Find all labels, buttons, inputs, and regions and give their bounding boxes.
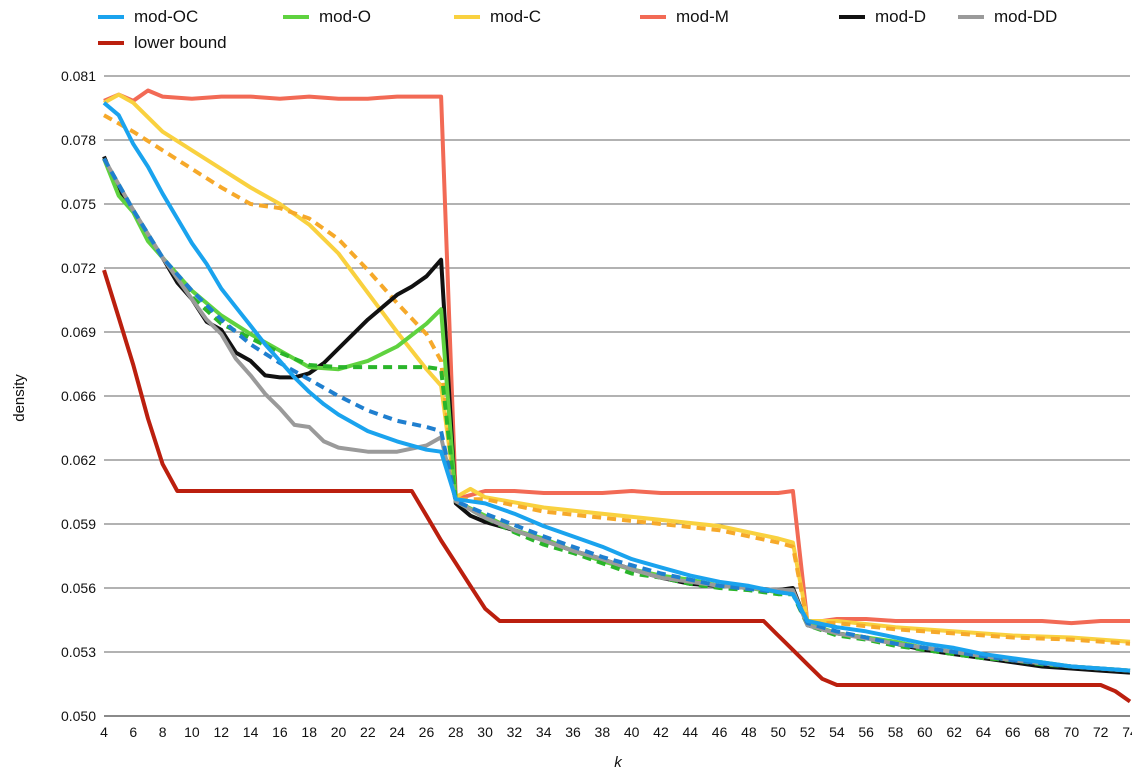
y-tick-labels: 0.050 0.053 0.056 0.059 0.062 0.066 0.069 0.072… [61, 68, 96, 724]
x-tick-label: 48 [741, 724, 757, 740]
y-tick-label: 0.078 [61, 132, 96, 148]
legend-label: mod-OC [134, 7, 199, 26]
gridlines [104, 75, 1130, 717]
series-line [102, 101, 1131, 673]
x-tick-label: 36 [565, 724, 581, 740]
x-axis-label: k [614, 754, 623, 771]
legend-item-lower-bound: lower bound [98, 33, 227, 53]
x-tick-label: 28 [448, 724, 464, 740]
x-tick-label: 72 [1093, 724, 1109, 740]
x-tick-label: 4 [100, 724, 108, 740]
y-tick-label: 0.059 [61, 516, 96, 532]
x-tick-label: 6 [129, 724, 137, 740]
legend-item-mod-oc: mod-OC [98, 7, 198, 27]
legend-swatch [98, 15, 124, 19]
y-tick-label: 0.050 [61, 708, 96, 724]
x-tick-label: 10 [184, 724, 200, 740]
y-axis-label: density [11, 374, 28, 422]
legend-item-mod-o: mod-O [283, 7, 371, 27]
y-tick-label: 0.053 [61, 644, 96, 660]
y-tick-label: 0.069 [61, 324, 96, 340]
series-line [102, 157, 1131, 673]
series-line [102, 269, 1132, 704]
x-tick-label: 20 [331, 724, 347, 740]
legend-item-mod-dd: mod-DD [958, 7, 1057, 27]
x-tick-label: 30 [477, 724, 493, 740]
series-line [102, 157, 1131, 673]
legend-item-mod-m: mod-M [640, 7, 729, 27]
legend-label: mod-DD [994, 7, 1058, 26]
y-tick-label: 0.066 [61, 388, 96, 404]
x-tick-label: 22 [360, 724, 376, 740]
legend-label: mod-O [319, 7, 371, 26]
x-tick-label: 68 [1034, 724, 1050, 740]
series-line [102, 157, 1131, 673]
x-tick-label: 44 [682, 724, 698, 740]
legend-swatch [839, 15, 865, 19]
x-tick-label: 46 [712, 724, 728, 740]
y-tick-label: 0.056 [61, 580, 96, 596]
x-tick-label: 38 [595, 724, 611, 740]
x-tick-label: 50 [770, 724, 786, 740]
y-tick-label: 0.081 [61, 68, 96, 84]
x-tick-label: 32 [507, 724, 523, 740]
legend-label: mod-M [676, 7, 729, 26]
x-tick-label: 58 [888, 724, 904, 740]
x-tick-label: 34 [536, 724, 552, 740]
legend-label: mod-C [490, 7, 542, 26]
x-tick-label: 12 [213, 724, 229, 740]
legend-swatch [454, 15, 480, 19]
x-tick-label: 54 [829, 724, 845, 740]
x-tick-label: 42 [653, 724, 669, 740]
x-tick-label: 14 [243, 724, 259, 740]
x-tick-label: 66 [1005, 724, 1021, 740]
x-tick-label: 60 [917, 724, 933, 740]
y-tick-label: 0.072 [61, 260, 96, 276]
legend-item-mod-d: mod-D [839, 7, 926, 27]
x-tick-label: 70 [1064, 724, 1080, 740]
x-tick-label: 74 [1122, 724, 1132, 740]
x-tick-label: 40 [624, 724, 640, 740]
series-line [103, 92, 1131, 644]
y-tick-label: 0.062 [61, 452, 96, 468]
series-lines [102, 88, 1132, 704]
chart-legend: mod-OC mod-O mod-C mod-M mod-D mod-DD lo… [0, 0, 1132, 60]
x-tick-label: 8 [159, 724, 167, 740]
x-tick-label: 26 [419, 724, 435, 740]
x-tick-label: 24 [389, 724, 405, 740]
series-line [103, 88, 1130, 626]
x-tick-label: 64 [976, 724, 992, 740]
series-line [103, 113, 1131, 646]
legend-swatch [958, 15, 984, 19]
x-tick-label: 56 [858, 724, 874, 740]
x-tick-label: 62 [946, 724, 962, 740]
x-tick-labels: 4 6 8 10 12 14 16 18 20 22 24 26 28 30 32 34 36 38 40 42 44 4… [100, 724, 1132, 740]
legend-label: mod-D [875, 7, 927, 26]
x-tick-label: 18 [301, 724, 317, 740]
legend-label: lower bound [134, 33, 227, 52]
x-tick-label: 16 [272, 724, 288, 740]
legend-swatch [640, 15, 666, 19]
legend-swatch [98, 41, 124, 45]
legend-swatch [283, 15, 309, 19]
x-tick-label: 52 [800, 724, 816, 740]
series-line [102, 155, 1131, 675]
y-tick-label: 0.075 [61, 196, 96, 212]
legend-item-mod-c: mod-C [454, 7, 541, 27]
series-line [102, 157, 1131, 673]
